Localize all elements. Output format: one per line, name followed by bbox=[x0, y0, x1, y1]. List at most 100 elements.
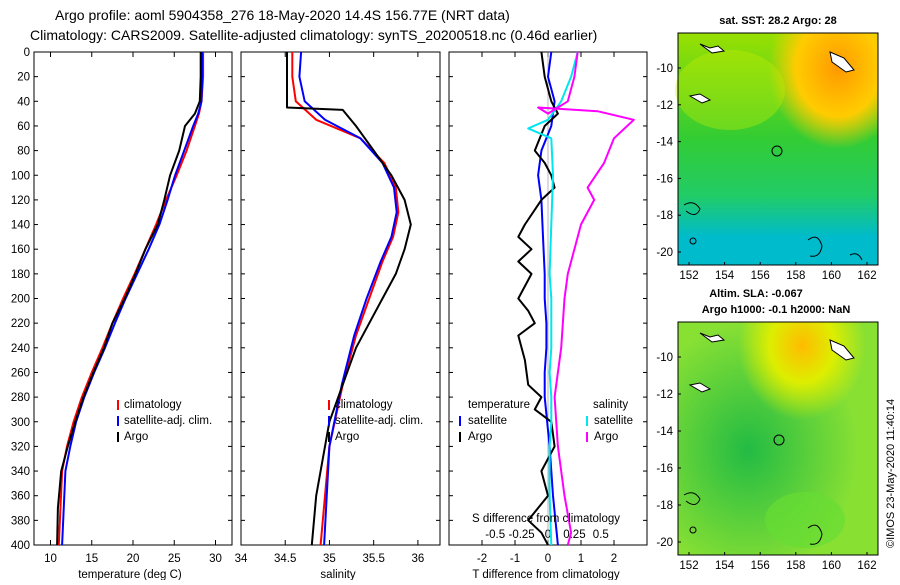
x-tick-label: 15 bbox=[85, 553, 98, 565]
reef-contour bbox=[683, 492, 701, 505]
legend-salinity-title: salinity bbox=[593, 399, 628, 411]
x-tick-label: 2 bbox=[611, 553, 617, 565]
map-y-tick-label: -18 bbox=[656, 500, 673, 512]
map-x-tick-label: 154 bbox=[715, 270, 735, 282]
map-x-tick-label: 160 bbox=[822, 270, 841, 282]
map-y-tick-label: -20 bbox=[656, 537, 673, 549]
y-tick-label: 380 bbox=[11, 515, 30, 527]
legend-t-argo: Argo bbox=[468, 431, 492, 443]
temperature-panel-frame bbox=[33, 51, 233, 546]
y-tick-label: 140 bbox=[11, 220, 30, 232]
argo-position-marker bbox=[771, 145, 783, 157]
y-tick-label: 400 bbox=[11, 540, 30, 552]
x-tick-label: 35.5 bbox=[362, 553, 384, 565]
legend-climatology: climatology bbox=[335, 399, 393, 411]
y-tick-label: 60 bbox=[17, 121, 30, 133]
y-tick-label: 160 bbox=[11, 244, 30, 256]
s-diff-tick-label: -0.5 bbox=[485, 529, 505, 541]
sla-map-low-patch bbox=[765, 492, 845, 548]
map-y-tick-label: -16 bbox=[656, 463, 673, 475]
x-tick-label: 0 bbox=[545, 553, 551, 565]
difference-legend: temperature satellite Argo salinity sate… bbox=[459, 399, 633, 443]
map-x-tick-label: 154 bbox=[715, 560, 735, 572]
map-y-tick-label: -14 bbox=[656, 137, 673, 149]
y-tick-label: 260 bbox=[11, 367, 30, 379]
salinity-legend: climatology satellite-adj. clim. Argo bbox=[328, 399, 423, 443]
series-difference-temperature-argo bbox=[517, 51, 559, 546]
map-y-tick-label: -10 bbox=[656, 352, 673, 364]
x-tick-label: 34 bbox=[235, 553, 248, 565]
temperature-legend: climatology satellite-adj. clim. Argo bbox=[117, 399, 212, 443]
map-x-tick-label: 160 bbox=[822, 560, 841, 572]
y-tick-label: 340 bbox=[11, 466, 30, 478]
reef-contour bbox=[807, 236, 823, 257]
map-y-tick-label: -14 bbox=[656, 426, 673, 438]
sla-map-title-line-1: Altim. SLA: -0.067 bbox=[709, 288, 803, 300]
map-x-tick-label: 156 bbox=[751, 270, 770, 282]
y-tick-label: 40 bbox=[17, 96, 30, 108]
map-x-tick-label: 158 bbox=[786, 560, 805, 572]
temperature-axis-label: temperature (deg C) bbox=[78, 569, 182, 580]
argo-position-marker bbox=[773, 434, 785, 446]
series-difference-salinity-satellite bbox=[527, 51, 579, 546]
y-tick-label: 220 bbox=[11, 318, 30, 330]
legend-satellite: satellite-adj. clim. bbox=[335, 415, 423, 427]
y-tick-label: 100 bbox=[11, 170, 30, 182]
y-tick-label: 200 bbox=[11, 294, 30, 306]
y-tick-label: 180 bbox=[11, 269, 30, 281]
reef-contour bbox=[683, 202, 701, 215]
x-tick-label: -1 bbox=[510, 553, 520, 565]
sla-map-title-line-2: Argo h1000: -0.1 h2000: NaN bbox=[702, 304, 851, 316]
island-outline bbox=[829, 51, 855, 73]
y-tick-label: 300 bbox=[11, 417, 30, 429]
map-x-tick-label: 162 bbox=[857, 270, 876, 282]
map-x-tick-label: 152 bbox=[679, 560, 698, 572]
legend-t-satellite: satellite bbox=[468, 415, 507, 427]
s-diff-tick-label: 0.25 bbox=[563, 529, 585, 541]
sla-map bbox=[677, 321, 879, 556]
x-tick-label: 25 bbox=[168, 553, 181, 565]
reef-contour bbox=[807, 524, 823, 545]
map-y-tick-label: -10 bbox=[656, 63, 673, 75]
island-outline bbox=[699, 43, 726, 54]
x-tick-label: 34.5 bbox=[274, 553, 296, 565]
island-outline bbox=[829, 339, 855, 361]
sla-map-frame bbox=[677, 321, 879, 556]
x-tick-label: 1 bbox=[578, 553, 584, 565]
legend-argo: Argo bbox=[335, 431, 359, 443]
reef-contour bbox=[849, 253, 863, 261]
map-x-tick-label: 162 bbox=[857, 560, 876, 572]
x-tick-label: 36 bbox=[411, 553, 424, 565]
sst-map-title: sat. SST: 28.2 Argo: 28 bbox=[719, 15, 837, 27]
x-tick-label: 10 bbox=[44, 553, 57, 565]
series-salinity-argo bbox=[286, 52, 412, 546]
series-temperature-climatology bbox=[57, 52, 205, 546]
map-y-tick-label: -16 bbox=[656, 173, 673, 185]
x-tick-label: 30 bbox=[209, 553, 222, 565]
salinity-panel-frame bbox=[240, 51, 441, 546]
legend-argo: Argo bbox=[124, 431, 148, 443]
island-outline bbox=[688, 93, 712, 104]
difference-axis-label: T difference from climatology bbox=[472, 569, 619, 580]
map-y-tick-label: -12 bbox=[656, 100, 673, 112]
sst-map-warm-patch bbox=[678, 33, 878, 265]
y-tick-label: 360 bbox=[11, 491, 30, 503]
s-difference-axis-label: S difference from climatology bbox=[472, 513, 620, 525]
map-x-tick-label: 156 bbox=[751, 560, 770, 572]
x-tick-label: 35 bbox=[323, 553, 336, 565]
x-tick-label: -2 bbox=[477, 553, 487, 565]
map-x-tick-label: 158 bbox=[786, 270, 805, 282]
island-outline bbox=[688, 382, 712, 393]
map-y-tick-label: -12 bbox=[656, 389, 673, 401]
map-x-tick-label: 152 bbox=[679, 270, 698, 282]
y-tick-label: 20 bbox=[17, 72, 30, 84]
legend-temperature-title: temperature bbox=[468, 399, 530, 411]
series-difference-salinity-argo bbox=[537, 51, 635, 546]
y-tick-label: 240 bbox=[11, 343, 30, 355]
legend-s-satellite: satellite bbox=[594, 415, 633, 427]
legend-s-argo: Argo bbox=[594, 431, 618, 443]
legend-climatology: climatology bbox=[124, 399, 182, 411]
series-temperature-argo bbox=[56, 52, 202, 546]
title-line-2: Climatology: CARS2009. Satellite-adjuste… bbox=[30, 27, 597, 43]
sst-map-yellow-band bbox=[675, 50, 785, 130]
